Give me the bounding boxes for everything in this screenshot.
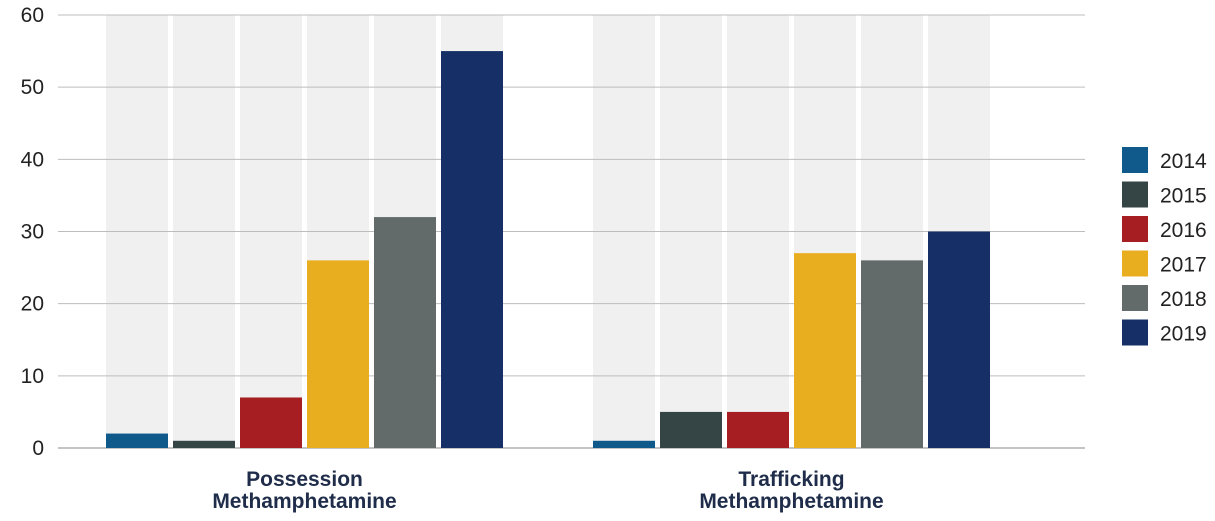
legend: 2014 2015 2016 2017 2018 2019 (1122, 147, 1207, 346)
legend-label-2019: 2019 (1160, 323, 1207, 346)
x-axis-categories: Possession Methamphetamine Trafficking Meth… (212, 468, 883, 513)
bar-2015-1 (660, 411, 722, 448)
legend-swatch-2017 (1122, 250, 1148, 277)
bar-2016-0 (240, 397, 302, 448)
x-category-label: Possession Methamphetamine (212, 468, 396, 513)
legend-swatch-2015 (1122, 181, 1148, 208)
bar-2015-0 (173, 440, 235, 448)
legend-label-2015: 2015 (1160, 185, 1207, 208)
y-tick-label: 10 (21, 365, 44, 388)
legend-label-2014: 2014 (1160, 150, 1207, 173)
bar-2014-0 (106, 433, 168, 448)
data-bars (106, 51, 990, 448)
bar-2018-1 (861, 260, 923, 448)
legend-label-2017: 2017 (1160, 254, 1207, 277)
legend-swatch-2014 (1122, 147, 1148, 173)
bar-2017-0 (307, 260, 369, 448)
y-tick-label: 30 (21, 221, 44, 244)
legend-label-2018: 2018 (1160, 288, 1207, 311)
y-tick-label: 20 (21, 293, 44, 316)
y-tick-label: 50 (21, 76, 44, 99)
legend-label-2016: 2016 (1160, 219, 1207, 242)
bar-2017-1 (794, 253, 856, 448)
x-category-label: Trafficking Methamphetamine (699, 468, 883, 513)
bar-2018-0 (374, 217, 436, 448)
bar-2014-1 (593, 440, 655, 448)
bar-2019-1 (928, 231, 990, 448)
bar-2016-1 (727, 411, 789, 448)
y-tick-label: 40 (21, 148, 44, 171)
legend-swatch-2016 (1122, 216, 1148, 242)
legend-swatch-2018 (1122, 285, 1148, 311)
legend-swatch-2019 (1122, 319, 1148, 346)
y-tick-label: 0 (32, 437, 44, 460)
bar-2019-0 (441, 51, 503, 448)
y-tick-label: 60 (21, 4, 44, 27)
y-axis-ticks: 0 10 20 30 40 50 60 (21, 4, 44, 460)
